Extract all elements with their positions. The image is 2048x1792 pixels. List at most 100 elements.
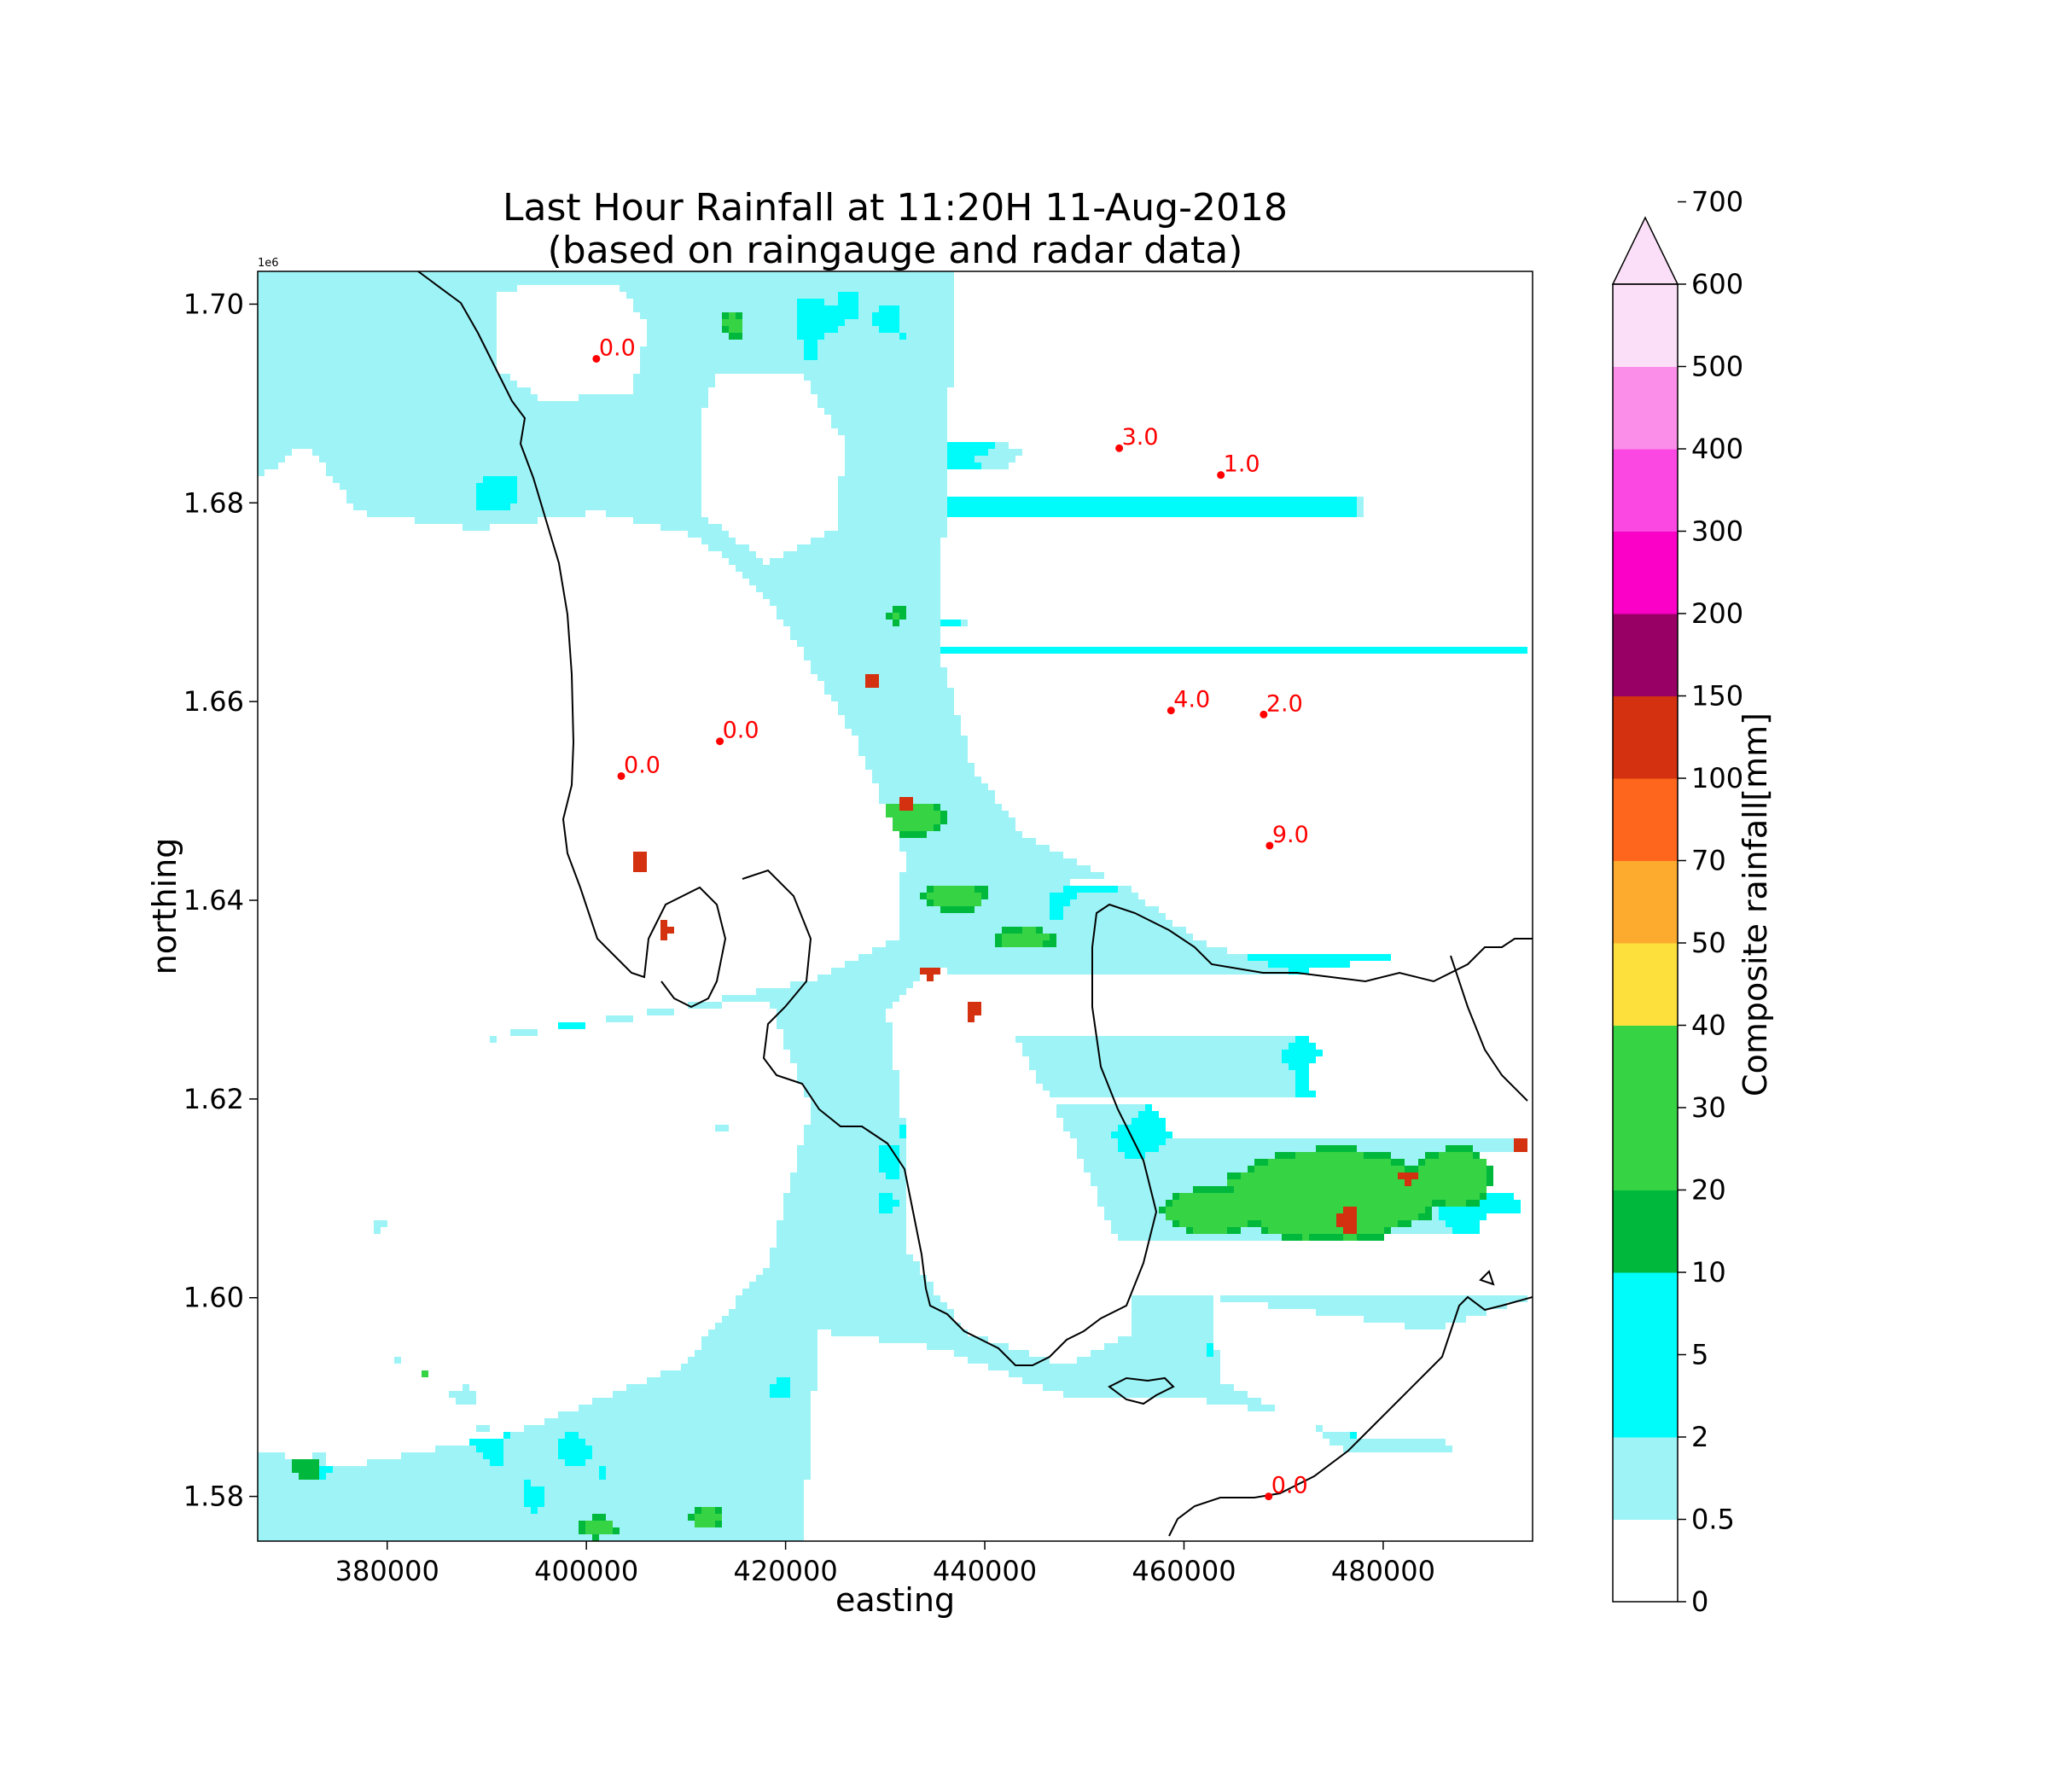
rainfall-cell — [715, 1323, 961, 1329]
rainfall-cell — [899, 845, 1050, 852]
rainfall-cell — [927, 899, 934, 906]
rainfall-cell — [606, 1015, 633, 1022]
rainfall-cell — [1145, 1152, 1275, 1159]
rainfall-cell — [899, 1125, 906, 1132]
rainfall-cell — [770, 1254, 913, 1261]
rainfall-cell — [729, 1309, 954, 1316]
rainfall-cell — [524, 1487, 544, 1493]
map-frame — [257, 271, 1533, 1542]
rainfall-cell — [1002, 927, 1022, 934]
rainfall-cell — [1295, 1091, 1316, 1097]
rainfall-cell — [1405, 1159, 1418, 1166]
rainfall-cell — [749, 579, 940, 585]
coastline-segment — [417, 271, 727, 1009]
rainfall-cell — [879, 1193, 893, 1200]
rainfall-cell — [1446, 1200, 1466, 1207]
rainfall-cell — [893, 824, 934, 831]
rainfall-cell — [1172, 1200, 1432, 1207]
rainfall-cell — [824, 333, 899, 340]
rainfall-cell — [258, 381, 517, 387]
rainfall-cell — [886, 940, 995, 947]
rainfall-cell — [606, 1514, 688, 1521]
rainfall-cell — [1343, 1227, 1357, 1234]
rainfall-cell — [1227, 1227, 1241, 1234]
rainfall-cell — [797, 305, 858, 312]
rainfall-cell — [258, 428, 701, 435]
rainfall-cell — [1036, 927, 1043, 934]
rainfall-cell — [811, 1118, 906, 1125]
rainfall-cell — [947, 817, 1015, 824]
rainfall-cell — [476, 497, 517, 503]
island-outline — [1108, 1376, 1175, 1405]
rainfall-cell — [879, 797, 899, 804]
rainfall-cell — [1405, 1323, 1446, 1329]
rainfall-cell — [708, 1329, 817, 1336]
rainfall-cell — [722, 551, 756, 558]
rainfall-cell — [947, 463, 981, 469]
rainfall-cell — [1002, 934, 1050, 940]
x-tick-label: 420000 — [734, 1555, 838, 1587]
rainfall-cell — [777, 1220, 906, 1227]
rainfall-cell — [681, 1364, 817, 1370]
rainfall-cell — [927, 886, 934, 893]
rainfall-cell — [544, 1500, 804, 1507]
rainfall-cell — [824, 531, 947, 538]
colorbar-segment — [1613, 1519, 1678, 1603]
rainfall-cell — [1343, 1446, 1452, 1452]
rainfall-cell — [1248, 1220, 1261, 1227]
station-value-label: 0.0 — [1271, 1473, 1308, 1499]
rainfall-cell — [1118, 1138, 1166, 1145]
rainfall-cell — [770, 1248, 906, 1254]
rainfall-cell — [1487, 1179, 1493, 1186]
rainfall-cell — [579, 1521, 585, 1527]
rainfall-cell — [524, 1425, 811, 1432]
colorbar-tick-label: 30 — [1691, 1091, 1726, 1124]
rainfall-cell — [346, 497, 476, 503]
colorbar-segment — [1613, 614, 1678, 696]
rainfall-cell — [292, 1466, 319, 1473]
coastline-segment — [1450, 955, 1528, 1102]
rainfall-cell — [1357, 510, 1364, 517]
rainfall-cell — [517, 476, 701, 483]
rainfall-cell — [1207, 1350, 1213, 1357]
rainfall-cell — [975, 906, 1050, 913]
rainfall-cell — [804, 1138, 906, 1145]
rainfall-cell — [695, 1350, 817, 1357]
rainfall-cell — [258, 1487, 524, 1493]
rainfall-cell — [1015, 1036, 1295, 1043]
rainfall-cell — [879, 1152, 899, 1159]
rainfall-cell — [620, 1527, 804, 1534]
rainfall-cell — [838, 524, 947, 531]
rainfall-cell — [435, 1446, 476, 1452]
station-value-label: 0.0 — [723, 718, 759, 744]
rainfall-cell — [811, 1104, 899, 1111]
rainfall-cell — [838, 476, 947, 483]
rainfall-cell — [1432, 1213, 1439, 1220]
rainfall-cell — [258, 449, 292, 456]
rainfall-cell — [640, 346, 804, 353]
rainfall-cell — [879, 326, 899, 333]
rainfall-cell — [1248, 954, 1391, 961]
rainfall-cell — [722, 1521, 804, 1527]
station-marker — [1260, 710, 1268, 719]
rainfall-cell — [510, 503, 701, 510]
rainfall-cell — [258, 278, 954, 285]
rainfall-cell — [510, 1029, 538, 1036]
rainfall-cell — [1132, 1316, 1213, 1323]
rainfall-cell — [1289, 1043, 1316, 1050]
rainfall-cell — [701, 1343, 817, 1350]
rainfall-cell — [258, 319, 497, 326]
rainfall-cell — [340, 483, 476, 490]
rainfall-cell — [715, 1507, 722, 1514]
rainfall-cell — [742, 1289, 934, 1295]
rainfall-cell — [811, 660, 940, 667]
rainfall-cell — [872, 312, 899, 319]
rainfall-cell — [1357, 1220, 1398, 1227]
rainfall-cell — [797, 299, 824, 305]
rainfall-cell — [517, 497, 701, 503]
rainfall-cell — [258, 346, 497, 353]
rainfall-cell — [258, 394, 538, 401]
rainfall-cell — [1309, 1234, 1343, 1241]
rainfall-cell — [1166, 1200, 1172, 1207]
rainfall-cell — [968, 1002, 981, 1009]
